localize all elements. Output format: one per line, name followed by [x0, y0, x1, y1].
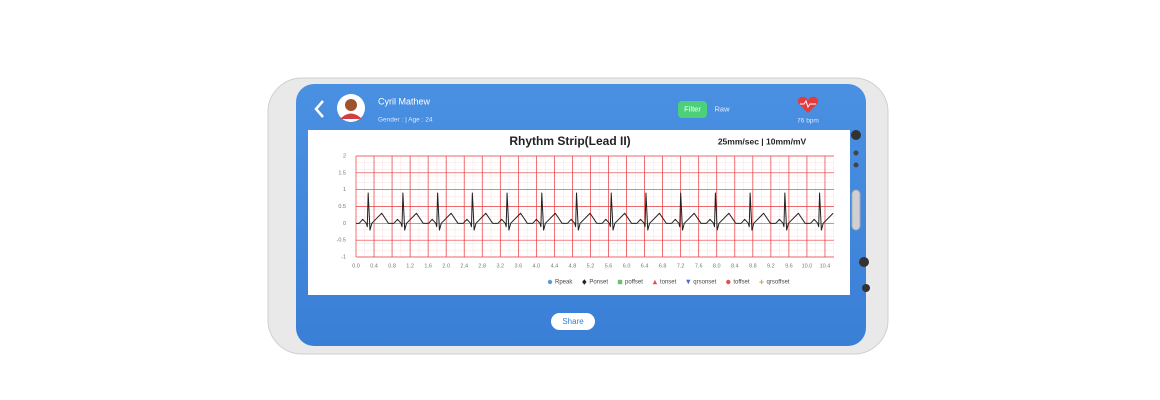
- sensor: [862, 284, 870, 292]
- x-tick-label: 1.2: [406, 263, 414, 269]
- x-tick-label: 4.4: [551, 263, 559, 269]
- y-tick-label: 0: [343, 221, 346, 227]
- filter-button[interactable]: [678, 101, 707, 118]
- x-tick-label: 1.6: [424, 263, 432, 269]
- x-tick-label: 0.0: [352, 263, 360, 269]
- x-tick-label: 9.2: [767, 263, 775, 269]
- legend-label: qrsonset: [693, 280, 716, 286]
- y-tick-label: 1: [343, 187, 346, 193]
- chart-title: Rhythm Strip(Lead II): [509, 134, 630, 148]
- x-tick-label: 10.0: [802, 263, 813, 269]
- chart-subtitle: 25mm/sec | 10mm/mV: [718, 136, 807, 146]
- share-button[interactable]: [551, 313, 595, 330]
- legend-label: Rpeak: [555, 280, 573, 286]
- legend-marker: [726, 279, 731, 285]
- avatar-head: [345, 99, 357, 111]
- x-tick-label: 5.2: [587, 263, 595, 269]
- legend-label: Ponset: [589, 280, 608, 286]
- x-tick-label: 10.4: [820, 263, 831, 269]
- sensor: [859, 257, 869, 267]
- legend-label: toffset: [733, 280, 750, 286]
- x-tick-label: 7.6: [695, 263, 703, 269]
- legend-marker: [617, 279, 623, 285]
- legend-label: poffset: [625, 280, 643, 286]
- x-tick-label: 2.0: [442, 263, 450, 269]
- legend-label: qrsoffset: [767, 280, 790, 286]
- heart-pulse: [800, 99, 816, 109]
- patient-name: Cyril Mathew: [378, 96, 431, 106]
- legend-marker: [686, 279, 691, 285]
- x-tick-label: 3.2: [496, 263, 504, 269]
- x-tick-label: 6.8: [659, 263, 667, 269]
- x-tick-label: 8.0: [713, 263, 721, 269]
- x-tick-label: 6.0: [623, 263, 631, 269]
- y-tick-label: 2: [343, 153, 346, 159]
- camera: [851, 130, 861, 140]
- patient-details: Gender : | Age : 24: [378, 117, 433, 124]
- x-tick-label: 0.8: [388, 263, 396, 269]
- raw-button[interactable]: Raw: [714, 104, 730, 113]
- share-label: Share: [562, 317, 584, 326]
- heart-icon: [797, 96, 819, 113]
- x-tick-label: 0.4: [370, 263, 378, 269]
- y-tick-label: 1.5: [338, 170, 346, 176]
- x-tick-label: 2.4: [460, 263, 468, 269]
- x-tick-label: 8.4: [731, 263, 739, 269]
- filter-label: Filter: [684, 104, 701, 113]
- sensor: [853, 162, 859, 168]
- x-tick-label: 3.6: [515, 263, 523, 269]
- x-tick-label: 4.8: [569, 263, 577, 269]
- x-tick-label: 7.2: [677, 263, 685, 269]
- back-button[interactable]: [314, 100, 324, 118]
- sensor: [853, 150, 859, 156]
- legend-label: tonset: [660, 280, 677, 286]
- ecg-trace: [356, 192, 834, 231]
- x-tick-label: 8.8: [749, 263, 757, 269]
- speaker: [851, 189, 861, 231]
- x-tick-label: 9.6: [785, 263, 793, 269]
- legend-marker: [759, 279, 764, 285]
- x-tick-label: 5.6: [605, 263, 613, 269]
- heart-rate: 76 bpm: [797, 118, 819, 125]
- y-tick-label: -0.5: [337, 238, 346, 244]
- y-tick-label: -1: [341, 254, 346, 260]
- x-tick-label: 2.8: [478, 263, 486, 269]
- x-tick-label: 4.0: [533, 263, 541, 269]
- y-tick-label: 0.5: [338, 204, 346, 210]
- avatar-body: [340, 113, 362, 119]
- legend-marker: [582, 279, 587, 285]
- legend-marker: [652, 279, 658, 285]
- x-tick-label: 6.4: [641, 263, 649, 269]
- legend-marker: [547, 279, 553, 285]
